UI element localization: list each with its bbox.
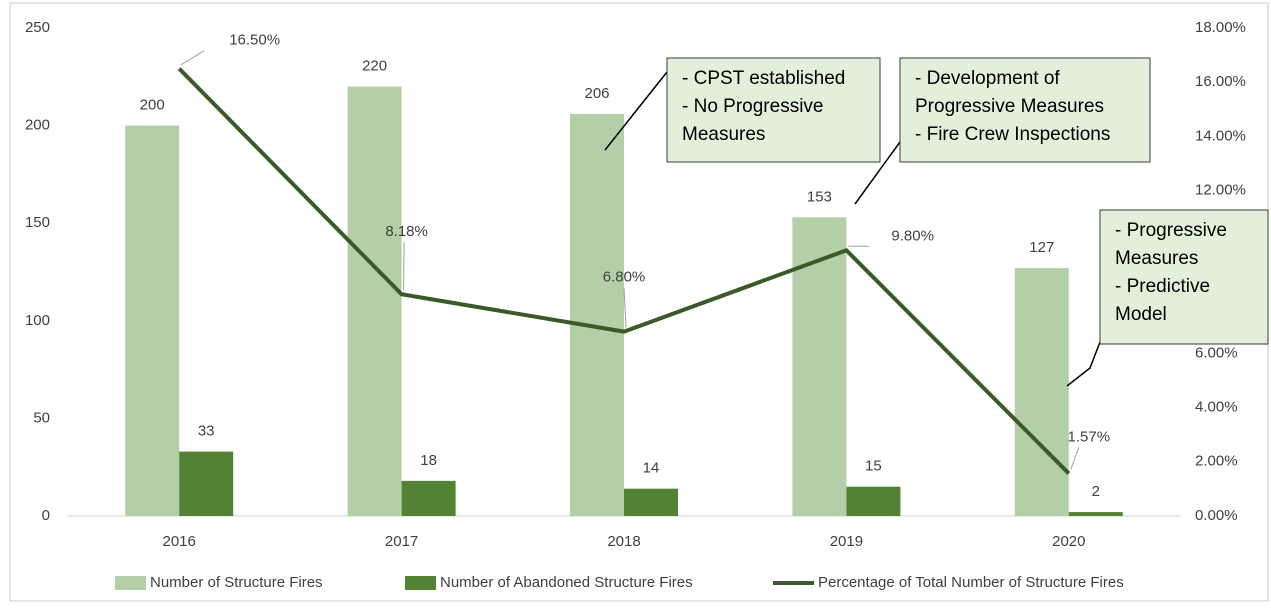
annotation-text: Model [1115,304,1167,325]
x-tick-label: 2016 [163,533,196,550]
legend-swatch [405,576,436,590]
annotation-leader [854,141,901,205]
bar-value-label: 200 [140,97,165,114]
bar-value-label: 14 [643,460,660,477]
bar [125,125,180,516]
line-value-label: 6.80% [603,269,646,286]
y2-tick-label: 0.00% [1195,507,1238,524]
bar-value-label: 153 [807,188,832,205]
annotation-text: - Predictive [1115,276,1210,297]
bar [401,480,456,516]
label-leader [1070,447,1080,470]
legend-swatch [115,576,146,590]
line-value-label: 9.80% [891,227,934,244]
annotation-text: - Development of [915,68,1060,89]
y2-tick-label: 2.00% [1195,453,1238,470]
y-tick-label: 200 [25,117,50,134]
bar [570,113,624,516]
x-tick-label: 2020 [1052,533,1085,550]
y2-tick-label: 18.00% [1195,19,1246,36]
bar [624,488,678,516]
label-leader [403,242,405,291]
annotation-box [666,57,881,163]
bar-value-label: 127 [1029,239,1054,256]
line-value-label: 1.57% [1068,428,1111,445]
line-series [177,67,1071,475]
bar [179,451,234,516]
label-leader [180,50,205,66]
bar-value-label: 33 [198,423,215,440]
annotation: - Development of Progressive Measures - Fi… [854,57,1151,205]
annotation: - Progressive Measures - Predictive Model [1066,209,1269,387]
bar [846,486,901,516]
bar [347,86,402,516]
y-tick-label: 50 [33,409,50,426]
line-value-label: 16.50% [229,32,280,49]
annotation-leader [1066,341,1101,387]
y2-tick-label: 14.00% [1195,127,1246,144]
bar [1014,268,1069,516]
annotation-box [899,57,1151,163]
x-tick-label: 2019 [830,533,863,550]
annotation-text: Measures [682,124,765,145]
bar [1068,512,1123,516]
y-tick-label: 100 [25,312,50,329]
y-tick-label: 0 [42,507,50,524]
annotation-leader [604,71,668,151]
bar-value-label: 220 [362,58,387,75]
label-leader [623,287,627,328]
annotation-text: - Fire Crew Inspections [915,124,1110,145]
legend-label: Number of Abandoned Structure Fires [440,574,693,591]
y2-tick-label: 4.00% [1195,399,1238,416]
bar-value-label: 2 [1092,483,1100,500]
legend-label: Number of Structure Fires [150,574,323,591]
bar-value-label: 206 [584,85,609,102]
bar-value-label: 18 [420,452,437,469]
annotation-text: Progressive Measures [915,96,1104,117]
annotation-text: - Progressive [1115,220,1227,241]
annotation-text: Measures [1115,248,1198,269]
annotation: - CPST established - No Progressive Measur… [604,57,881,163]
x-tick-label: 2017 [385,533,418,550]
y2-tick-label: 6.00% [1195,344,1238,361]
x-tick-label: 2018 [607,533,640,550]
y2-tick-label: 12.00% [1195,182,1246,199]
y-tick-label: 150 [25,214,50,231]
annotation-text: - CPST established [682,68,845,89]
annotation-box [1099,209,1269,345]
legend-label: Percentage of Total Number of Structure … [818,574,1124,591]
bar-value-label: 15 [865,458,882,475]
y-tick-label: 250 [25,19,50,36]
y2-tick-label: 16.00% [1195,73,1246,90]
annotation-text: - No Progressive [682,96,824,117]
line-value-label: 8.18% [385,223,428,240]
